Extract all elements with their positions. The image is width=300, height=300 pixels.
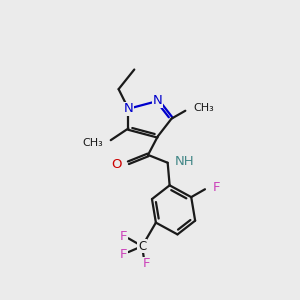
Text: F: F [120, 230, 127, 243]
Text: F: F [120, 248, 127, 260]
Text: O: O [111, 158, 122, 171]
Text: NH: NH [175, 155, 194, 168]
Text: CH₃: CH₃ [193, 103, 214, 113]
Text: CH₃: CH₃ [82, 138, 103, 148]
Text: C: C [138, 240, 146, 253]
Text: N: N [124, 102, 133, 115]
Text: F: F [213, 181, 220, 194]
Text: F: F [142, 257, 150, 270]
Text: N: N [153, 94, 163, 107]
